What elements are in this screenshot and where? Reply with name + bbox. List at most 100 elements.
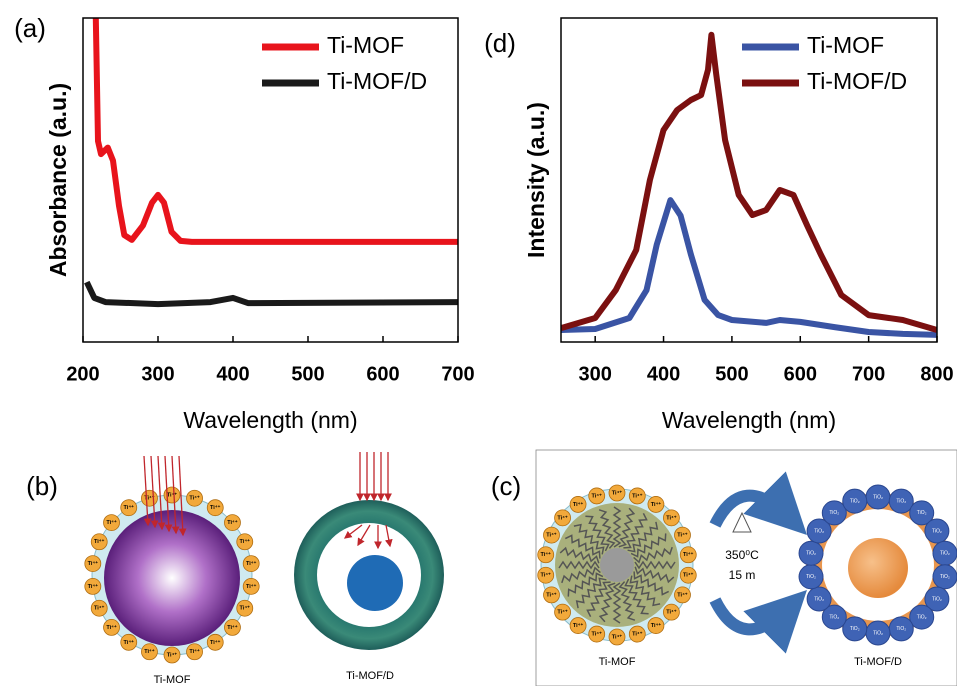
ligand bbox=[624, 578, 649, 615]
x-tick-label: 800 bbox=[920, 363, 953, 385]
ion-label: Ti⁴⁺ bbox=[246, 560, 257, 567]
ion bbox=[569, 617, 587, 634]
ion bbox=[206, 633, 224, 651]
legend-label: Ti-MOF bbox=[807, 32, 884, 58]
particle-label: TiO₂ bbox=[806, 574, 816, 580]
ion bbox=[120, 633, 138, 651]
ion bbox=[663, 509, 680, 527]
ion bbox=[647, 496, 665, 513]
ion bbox=[543, 526, 560, 544]
ion-label: Ti⁴⁺ bbox=[94, 538, 105, 545]
data-line bbox=[561, 31, 937, 333]
ion bbox=[90, 599, 108, 617]
particle-label: TiO₂ bbox=[896, 498, 906, 504]
particle bbox=[806, 518, 832, 544]
particle bbox=[924, 586, 950, 612]
x-tick-label: 200 bbox=[66, 363, 99, 385]
ligand bbox=[612, 506, 622, 548]
data-line bbox=[84, 280, 458, 308]
particle bbox=[924, 518, 950, 544]
ion bbox=[224, 618, 241, 636]
ion-label: Ti⁴⁺ bbox=[573, 501, 584, 508]
ion-label: Ti⁴⁺ bbox=[541, 572, 552, 579]
y-axis-title: Absorbance (a.u.) bbox=[45, 83, 71, 277]
ion-label: Ti⁴⁺ bbox=[167, 651, 178, 658]
ligand bbox=[623, 512, 648, 549]
ion bbox=[608, 628, 626, 646]
ion bbox=[103, 618, 120, 636]
ion-label: Ti⁴⁺ bbox=[189, 495, 200, 502]
delta bbox=[732, 511, 752, 533]
panel-label: (b) bbox=[26, 471, 58, 501]
ion bbox=[554, 603, 571, 621]
ligand bbox=[633, 571, 670, 596]
ligand bbox=[612, 582, 622, 624]
ligand bbox=[634, 560, 676, 570]
particle bbox=[842, 488, 868, 514]
light-arrow bbox=[164, 455, 173, 533]
ligand bbox=[575, 577, 607, 609]
particle bbox=[821, 604, 847, 630]
particle-label: TiO₂ bbox=[932, 596, 942, 602]
inner-core bbox=[347, 555, 403, 611]
temperature: 350⁰C bbox=[725, 548, 759, 562]
ion-label: Ti⁴⁺ bbox=[227, 519, 238, 526]
x-tick-label: 500 bbox=[291, 363, 324, 385]
caption: Ti-MOF/D bbox=[854, 656, 902, 668]
time: 15 m bbox=[729, 568, 756, 582]
caption: Ti-MOF bbox=[154, 674, 191, 686]
ion-label: Ti⁴⁺ bbox=[546, 532, 557, 539]
ion bbox=[674, 586, 691, 604]
legend-label: Ti-MOF/D bbox=[807, 68, 907, 94]
plot-frame bbox=[560, 17, 938, 343]
ion-label: Ti⁴⁺ bbox=[240, 605, 251, 612]
ion-label: Ti⁴⁺ bbox=[632, 492, 643, 499]
ion bbox=[242, 577, 260, 595]
ion-label: Ti⁴⁺ bbox=[106, 624, 117, 631]
ion bbox=[679, 566, 697, 584]
light-arrow bbox=[143, 455, 152, 527]
ion-label: Ti⁴⁺ bbox=[677, 532, 688, 539]
ion bbox=[588, 625, 606, 643]
ligand bbox=[618, 581, 636, 621]
particle-label: TiO₂ bbox=[829, 614, 839, 620]
plot-frame bbox=[82, 17, 459, 343]
ligand bbox=[598, 582, 616, 623]
ion bbox=[608, 484, 626, 502]
ion-label: Ti⁴⁺ bbox=[88, 560, 99, 567]
core bbox=[848, 538, 908, 598]
particle-label: TiO₂ bbox=[814, 528, 824, 534]
ion-label: Ti⁴⁺ bbox=[541, 551, 552, 558]
ligand bbox=[567, 572, 604, 597]
ion bbox=[569, 496, 587, 513]
ion-label: Ti⁴⁺ bbox=[94, 605, 105, 612]
legend-label: Ti-MOF bbox=[327, 32, 404, 58]
ion bbox=[84, 577, 102, 595]
ion bbox=[543, 586, 560, 604]
ion bbox=[588, 487, 606, 505]
ion-label: Ti⁴⁺ bbox=[246, 583, 257, 590]
ligand bbox=[629, 575, 661, 607]
particle bbox=[798, 540, 824, 566]
legend-label: Ti-MOF/D bbox=[327, 68, 427, 94]
ion bbox=[236, 599, 254, 617]
center bbox=[600, 548, 634, 582]
ion bbox=[224, 514, 241, 532]
ion-label: Ti⁴⁺ bbox=[573, 622, 584, 629]
ion-label: Ti⁴⁺ bbox=[651, 622, 662, 629]
particle-label: TiO₂ bbox=[896, 626, 906, 632]
data-line bbox=[92, 18, 458, 245]
panel-label: (d) bbox=[484, 28, 516, 58]
ion bbox=[236, 533, 254, 551]
ligand bbox=[598, 509, 616, 549]
ion-label: Ti⁴⁺ bbox=[124, 639, 135, 646]
ion bbox=[647, 617, 665, 634]
ion-label: Ti⁴⁺ bbox=[210, 639, 221, 646]
ion bbox=[628, 487, 646, 505]
particle bbox=[909, 604, 935, 630]
ion bbox=[679, 546, 697, 564]
particle-label: TiO₂ bbox=[850, 626, 860, 632]
particle-label: TiO₂ bbox=[850, 498, 860, 504]
